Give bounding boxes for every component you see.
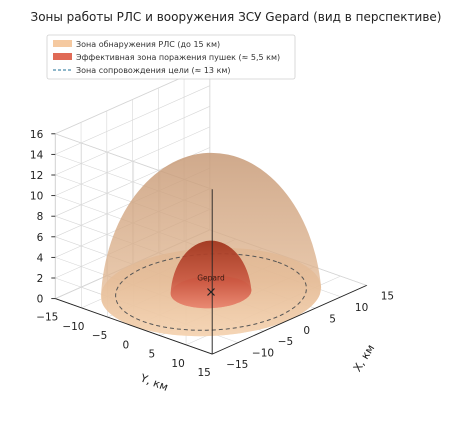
- z-tick-label: 4: [37, 252, 44, 264]
- y-axis-label: Y, км: [138, 371, 170, 394]
- gepard-marker: [207, 288, 215, 296]
- z-tick-label: 2: [37, 273, 44, 285]
- z-tick-label: 16: [30, 129, 44, 141]
- surfaces: Gepard: [100, 152, 322, 337]
- legend-swatch-kill-zone: [53, 53, 72, 60]
- x-tick-label: −10: [252, 348, 274, 360]
- legend-swatch-detection: [53, 40, 72, 47]
- legend: Зона обнаружения РЛС (до 15 км) Эффектив…: [46, 34, 296, 80]
- z-tick-label: 8: [37, 211, 44, 223]
- y-tick-label: 0: [122, 339, 129, 351]
- x-tick-label: −5: [278, 336, 293, 348]
- x-tick-label: −15: [226, 359, 248, 371]
- x-tick-label: 5: [329, 313, 336, 325]
- z-tick-label: 0: [37, 294, 44, 306]
- x-tick-label: 15: [381, 290, 394, 302]
- z-tick-label: 6: [37, 232, 44, 244]
- legend-label-kill-zone: Эффективная зона поражения пушек (≈ 5,5 …: [76, 53, 280, 62]
- y-tick-label: 15: [198, 367, 211, 379]
- z-tick-label: 10: [30, 191, 43, 203]
- legend-frame: [46, 34, 296, 80]
- chart-title: Зоны работы РЛС и вооружения ЗСУ Gepard …: [31, 10, 442, 24]
- y-tick-label: 10: [171, 358, 184, 370]
- x-axis-line: [212, 284, 367, 355]
- tick-labels: 0 2 4 6 8 10 12 14 16 −15 −10 −5 0 5 10 15 −15 −10 −5 0 5 10 1…: [30, 129, 394, 379]
- legend-label-tracking: Зона сопровождения цели (≈ 13 км): [76, 66, 231, 75]
- kill-zone-dome: [170, 240, 252, 309]
- y-tick-label: 5: [149, 349, 156, 361]
- y-axis-line: [55, 298, 213, 355]
- y-tick-label: −15: [36, 312, 58, 324]
- gepard-label: Gepard: [197, 274, 225, 283]
- axes: [55, 189, 367, 355]
- y-tick-label: −10: [62, 321, 84, 333]
- x-axis-label: X, км: [351, 342, 378, 374]
- z-tick-label: 12: [30, 170, 43, 182]
- x-tick-label: 0: [303, 325, 310, 337]
- x-tick-label: 10: [355, 302, 368, 314]
- y-tick-label: −5: [92, 330, 107, 342]
- z-tick-label: 14: [30, 149, 44, 161]
- legend-label-detection: Зона обнаружения РЛС (до 15 км): [76, 40, 220, 49]
